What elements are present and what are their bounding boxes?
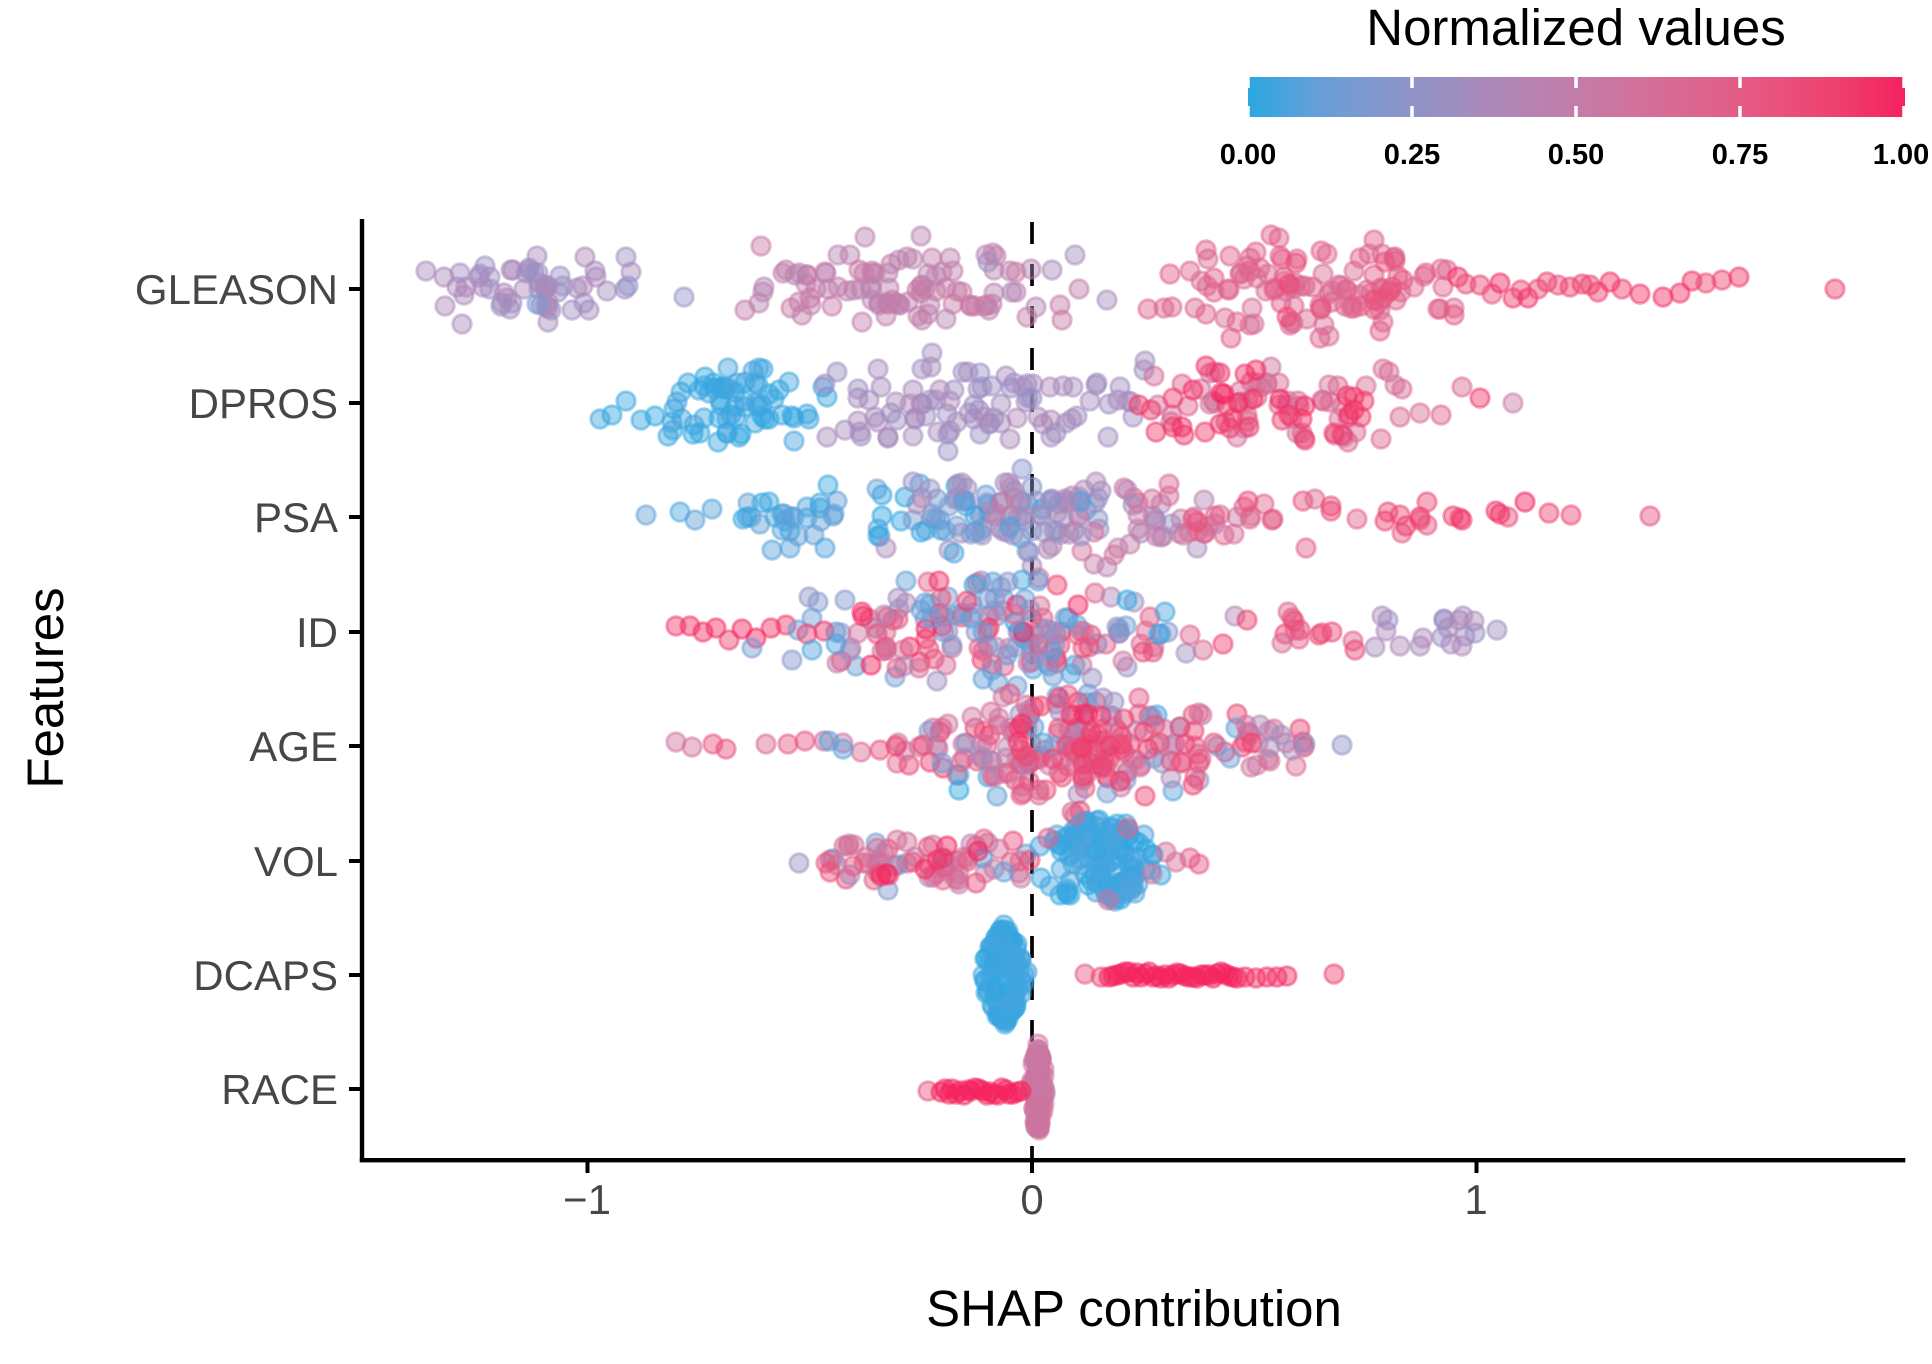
svg-text:0.50: 0.50 [1548,139,1604,171]
svg-text:0.75: 0.75 [1712,139,1768,171]
svg-text:1: 1 [1464,1176,1487,1223]
svg-text:1.00: 1.00 [1873,139,1929,171]
svg-text:0.25: 0.25 [1384,139,1440,171]
svg-text:Normalized values: Normalized values [1366,0,1786,56]
svg-text:0: 0 [1020,1176,1043,1223]
svg-text:GLEASON: GLEASON [135,266,338,313]
svg-text:ID: ID [296,609,338,656]
svg-text:RACE: RACE [221,1066,338,1113]
svg-text:Features: Features [17,587,74,788]
svg-text:AGE: AGE [249,723,338,770]
svg-text:DCAPS: DCAPS [193,952,338,999]
svg-text:DPROS: DPROS [189,380,338,427]
svg-text:PSA: PSA [254,494,338,541]
svg-text:SHAP contribution: SHAP contribution [926,1280,1342,1337]
svg-text:−1: −1 [563,1176,611,1223]
svg-text:VOL: VOL [254,838,338,885]
svg-text:0.00: 0.00 [1220,139,1276,171]
